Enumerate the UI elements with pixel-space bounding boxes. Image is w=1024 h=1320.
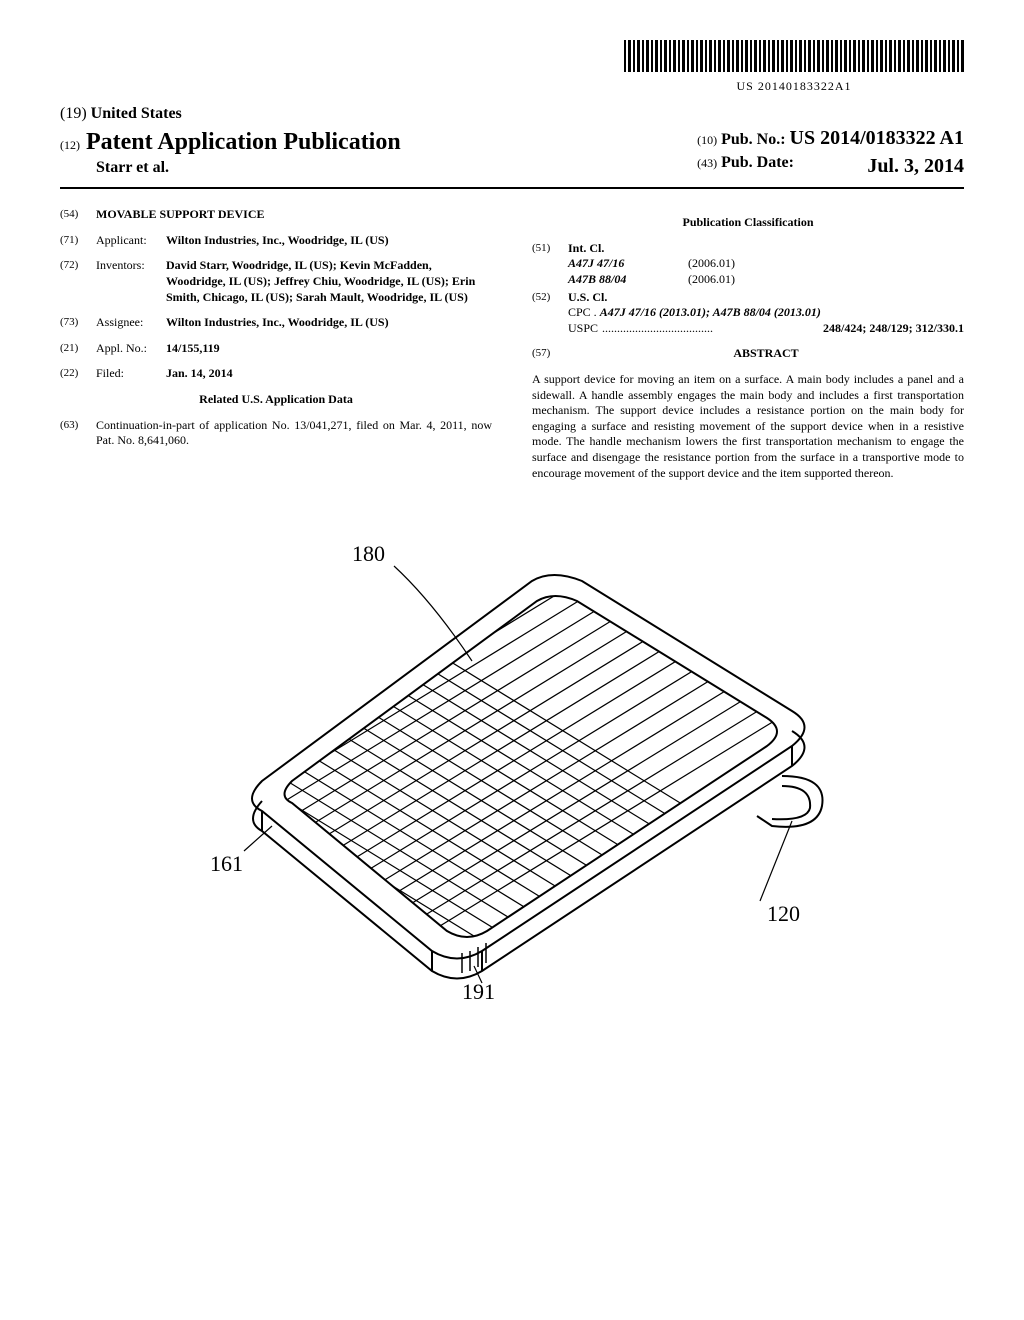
- pubno-label: Pub. No.:: [721, 131, 785, 148]
- title-text: MOVABLE SUPPORT DEVICE: [96, 207, 492, 223]
- applicant-row: (71) Applicant: Wilton Industries, Inc.,…: [60, 233, 492, 249]
- intcl-2-date: (2006.01): [688, 272, 735, 288]
- continuation-text: Continuation-in-part of application No. …: [96, 418, 492, 449]
- classification-heading: Publication Classification: [532, 215, 964, 231]
- applicant-code: (71): [60, 233, 96, 249]
- barcode-graphic: [624, 40, 964, 72]
- filed-label: Filed:: [96, 366, 166, 382]
- pubno-code: (10): [697, 133, 717, 147]
- ref-180: 180: [352, 541, 385, 566]
- uscl-row: (52) U.S. Cl. CPC . A47J 47/16 (2013.01)…: [532, 290, 964, 337]
- pubno-line: (10) Pub. No.: US 2014/0183322 A1: [697, 125, 964, 151]
- assignee-value: Wilton Industries, Inc., Woodridge, IL (…: [166, 315, 492, 331]
- uscl-label: U.S. Cl.: [568, 290, 964, 306]
- applicant-label: Applicant:: [96, 233, 166, 249]
- applno-code: (21): [60, 341, 96, 357]
- pubdate-code: (43): [697, 156, 717, 170]
- header-right: (10) Pub. No.: US 2014/0183322 A1 (43) P…: [697, 123, 964, 179]
- authors-line: Starr et al.: [60, 158, 401, 179]
- ref-191: 191: [462, 979, 495, 1001]
- left-column: (54) MOVABLE SUPPORT DEVICE (71) Applica…: [60, 207, 492, 481]
- inventors-text: David Starr, Woodridge, IL (US); Kevin M…: [166, 258, 475, 303]
- cpc-label: CPC .: [568, 305, 597, 319]
- figure: 180 161 191 120: [60, 521, 964, 1006]
- applno-row: (21) Appl. No.: 14/155,119: [60, 341, 492, 357]
- pub-type-code: (12): [60, 138, 80, 152]
- inventors-code: (72): [60, 258, 96, 305]
- intcl-1-code: A47J 47/16: [568, 256, 688, 272]
- intcl-label: Int. Cl.: [568, 241, 964, 257]
- cpc-line: CPC . A47J 47/16 (2013.01); A47B 88/04 (…: [568, 305, 964, 321]
- uspc-value: 248/424; 248/129; 312/330.1: [823, 321, 964, 337]
- assignee-label: Assignee:: [96, 315, 166, 331]
- intcl-2-code: A47B 88/04: [568, 272, 688, 288]
- assignee-row: (73) Assignee: Wilton Industries, Inc., …: [60, 315, 492, 331]
- abstract-header-row: (57) ABSTRACT: [532, 346, 964, 362]
- abstract-label: ABSTRACT: [568, 346, 964, 362]
- pub-type: Patent Application Publication: [86, 129, 401, 155]
- uspc-line: USPC ...................................…: [568, 321, 964, 337]
- continuation-code: (63): [60, 418, 96, 449]
- pubdate-value: Jul. 3, 2014: [867, 153, 964, 179]
- title-code: (54): [60, 207, 96, 223]
- country-code: (19): [60, 105, 87, 122]
- related-heading: Related U.S. Application Data: [60, 392, 492, 408]
- title-row: (54) MOVABLE SUPPORT DEVICE: [60, 207, 492, 223]
- pubno-value: US 2014/0183322 A1: [790, 127, 964, 149]
- intcl-2: A47B 88/04 (2006.01): [568, 272, 964, 288]
- applno-value: 14/155,119: [166, 341, 492, 357]
- uscl-code: (52): [532, 290, 568, 337]
- right-column: Publication Classification (51) Int. Cl.…: [532, 207, 964, 481]
- assignee-text: Wilton Industries, Inc., Woodridge, IL (…: [166, 315, 389, 329]
- continuation-row: (63) Continuation-in-part of application…: [60, 418, 492, 449]
- patent-drawing: 180 161 191 120: [172, 521, 852, 1001]
- abstract-code: (57): [532, 346, 568, 362]
- inventors-label: Inventors:: [96, 258, 166, 305]
- ref-161: 161: [210, 851, 243, 876]
- intcl-1: A47J 47/16 (2006.01): [568, 256, 964, 272]
- uspc-label: USPC: [568, 321, 598, 337]
- cpc-value: A47J 47/16 (2013.01); A47B 88/04 (2013.0…: [600, 305, 821, 319]
- applno-label: Appl. No.:: [96, 341, 166, 357]
- header-left: (19) United States (12) Patent Applicati…: [60, 104, 401, 179]
- intcl-code: (51): [532, 241, 568, 288]
- inventors-row: (72) Inventors: David Starr, Woodridge, …: [60, 258, 492, 305]
- ref-120: 120: [767, 901, 800, 926]
- applicant-value: Wilton Industries, Inc., Woodridge, IL (…: [166, 233, 492, 249]
- intcl-row: (51) Int. Cl. A47J 47/16 (2006.01) A47B …: [532, 241, 964, 288]
- filed-row: (22) Filed: Jan. 14, 2014: [60, 366, 492, 382]
- barcode-block: US 20140183322A1: [60, 40, 964, 94]
- intcl-1-date: (2006.01): [688, 256, 735, 272]
- country-line: (19) United States: [60, 104, 401, 125]
- barcode-number: US 20140183322A1: [624, 79, 964, 95]
- header: (19) United States (12) Patent Applicati…: [60, 104, 964, 189]
- applicant-text: Wilton Industries, Inc., Woodridge, IL (…: [166, 233, 389, 247]
- abstract-text: A support device for moving an item on a…: [532, 372, 964, 481]
- pubdate-label: Pub. Date:: [721, 154, 794, 171]
- uspc-dots: .....................................: [598, 321, 823, 337]
- body-columns: (54) MOVABLE SUPPORT DEVICE (71) Applica…: [60, 207, 964, 481]
- filed-value: Jan. 14, 2014: [166, 366, 492, 382]
- filed-code: (22): [60, 366, 96, 382]
- assignee-code: (73): [60, 315, 96, 331]
- pub-type-line: (12) Patent Application Publication: [60, 127, 401, 158]
- pubdate-line: (43) Pub. Date: Jul. 3, 2014: [697, 153, 964, 179]
- inventors-value: David Starr, Woodridge, IL (US); Kevin M…: [166, 258, 492, 305]
- country-name: United States: [91, 105, 182, 122]
